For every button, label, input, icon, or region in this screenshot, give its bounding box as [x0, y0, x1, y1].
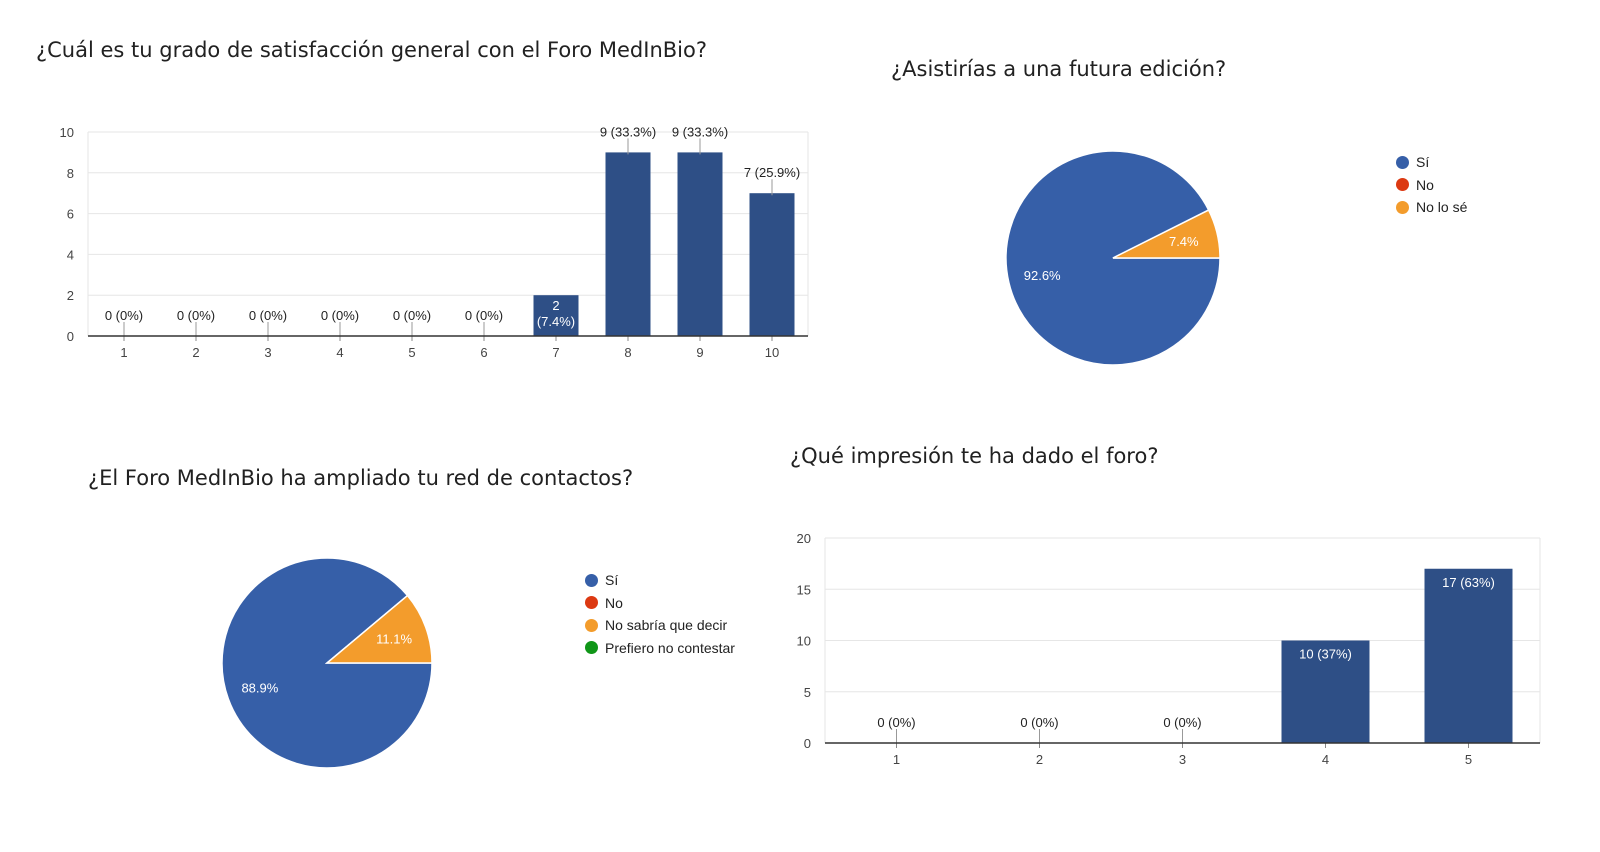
y-tick-label: 4: [67, 247, 74, 262]
bar: [1281, 640, 1370, 743]
pie-slice: [1005, 150, 1221, 366]
pie-slice: [324, 594, 433, 664]
x-tick-label: 7: [552, 345, 559, 360]
legend-swatch: [585, 618, 598, 632]
y-tick-label: 20: [797, 531, 811, 546]
data-label: 0 (0%): [249, 308, 287, 323]
data-label: 0 (0%): [177, 308, 215, 323]
data-label: 0 (0%): [877, 715, 915, 730]
bar: [749, 193, 795, 336]
legend-label: No: [605, 594, 623, 611]
y-tick-label: 15: [797, 582, 811, 597]
data-label: 0 (0%): [465, 308, 503, 323]
network-pie-chart: 88.9% 11.1%: [221, 557, 433, 769]
data-label: (7.4%): [537, 314, 575, 329]
data-label: 7 (25.9%): [744, 165, 800, 180]
x-tick-label: 9: [696, 345, 703, 360]
impression-bar-chart: 0 5 10 15 20 0 (0%) 1 0 (0%) 2 0 (0%) 3 10 (37%) 4 17…: [797, 531, 1541, 767]
satisfaction-bar-chart: 0 2 4 6 8 10 0 (0%) 1 0 (0%) 2 0 (0%) 3 0 (0%) 4 0 (0%…: [60, 124, 809, 360]
legend-label: No lo sé: [1416, 199, 1468, 216]
legend-item[interactable]: Sí: [585, 569, 735, 592]
x-tick-label: 6: [480, 345, 487, 360]
x-tick-label: 2: [1036, 752, 1043, 767]
legend-label: Prefiero no contestar: [605, 639, 735, 656]
x-tick-label: 2: [192, 345, 199, 360]
y-tick-label: 5: [804, 685, 811, 700]
legend-item[interactable]: Sí: [1396, 151, 1467, 174]
x-tick-label: 3: [264, 345, 271, 360]
x-tick-label: 4: [1322, 752, 1329, 767]
pie-label: 92.6%: [1024, 268, 1061, 283]
y-tick-label: 10: [60, 125, 74, 140]
x-tick-label: 5: [408, 345, 415, 360]
pie-label: 7.4%: [1169, 234, 1199, 249]
data-label: 0 (0%): [321, 308, 359, 323]
bar: [1424, 568, 1513, 743]
chart-title-attend: ¿Asistirías a una futura edición?: [891, 57, 1227, 81]
pie-slice: [1112, 209, 1221, 259]
legend-swatch: [1396, 200, 1409, 214]
x-tick-label: 1: [893, 752, 900, 767]
data-label: 0 (0%): [105, 308, 143, 323]
x-tick-label: 5: [1465, 752, 1472, 767]
chart-title-impression: ¿Qué impresión te ha dado el foro?: [790, 444, 1159, 468]
legend-item[interactable]: No sabría que decir: [585, 614, 735, 637]
legend-item[interactable]: No lo sé: [1396, 196, 1467, 219]
legend-swatch: [1396, 155, 1409, 169]
attend-pie-chart: 92.6% 7.4%: [1005, 150, 1221, 366]
y-tick-label: 8: [67, 166, 74, 181]
y-tick-label: 0: [804, 736, 811, 751]
x-tick-label: 4: [336, 345, 343, 360]
bar: [605, 152, 651, 336]
legend-label: Sí: [1416, 154, 1430, 171]
data-label: 0 (0%): [1020, 715, 1058, 730]
legend-item[interactable]: No: [585, 592, 735, 615]
legend-label: No: [1416, 176, 1434, 193]
legend-swatch: [585, 596, 598, 610]
chart-title-network: ¿El Foro MedInBio ha ampliado tu red de …: [88, 466, 634, 490]
legend-swatch: [585, 641, 598, 655]
legend-item[interactable]: Prefiero no contestar: [585, 637, 735, 660]
legend-network: Sí No No sabría que decir Prefiero no conte…: [585, 569, 735, 659]
data-label: 0 (0%): [393, 308, 431, 323]
y-tick-label: 2: [67, 288, 74, 303]
legend-swatch: [1396, 178, 1409, 192]
y-tick-label: 10: [797, 634, 811, 649]
x-tick-label: 10: [765, 345, 779, 360]
legend-label: Sí: [605, 572, 619, 589]
pie-label: 88.9%: [241, 680, 278, 695]
data-label: 10 (37%): [1299, 647, 1352, 662]
pie-label: 11.1%: [376, 632, 412, 647]
legend-item[interactable]: No: [1396, 174, 1467, 197]
data-label: 9 (33.3%): [600, 124, 656, 139]
data-label: 9 (33.3%): [672, 124, 728, 139]
bar: [533, 295, 579, 336]
x-tick-label: 1: [120, 345, 127, 360]
y-tick-label: 6: [67, 207, 74, 222]
chart-title-satisfaction: ¿Cuál es tu grado de satisfacción genera…: [36, 38, 707, 62]
data-label: 0 (0%): [1163, 715, 1201, 730]
x-tick-label: 8: [624, 345, 631, 360]
legend-swatch: [585, 573, 598, 587]
legend-attend: Sí No No lo sé: [1396, 151, 1467, 219]
data-label: 17 (63%): [1442, 575, 1495, 590]
y-tick-label: 0: [67, 329, 74, 344]
x-tick-label: 3: [1179, 752, 1186, 767]
bar: [677, 152, 723, 336]
legend-label: No sabría que decir: [605, 617, 728, 634]
data-label: 2: [552, 298, 559, 313]
